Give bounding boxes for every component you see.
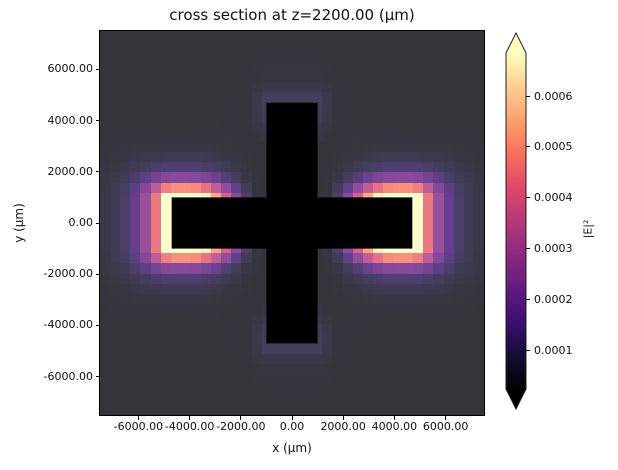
plot-title: cross section at z=2200.00 (μm)	[169, 6, 415, 24]
colorbar-tick-label: 0.0001	[534, 343, 573, 357]
x-axis-label: x (μm)	[272, 441, 312, 455]
colorbar-tick-label: 0.0003	[534, 242, 573, 256]
x-tick-mark	[189, 416, 191, 420]
colorbar-tick-mark	[526, 146, 530, 148]
colorbar-tick-mark	[526, 197, 530, 199]
colorbar-tick-mark	[526, 248, 530, 250]
axes-frame	[99, 30, 485, 416]
x-tick-mark	[137, 416, 139, 420]
colorbar-tick-label: 0.0005	[534, 140, 573, 154]
y-tick-mark	[95, 273, 100, 275]
x-tick-label: 6000.00	[422, 420, 469, 433]
x-tick-label: -4000.00	[164, 420, 215, 433]
y-tick-mark	[95, 324, 100, 326]
x-tick-label: -6000.00	[113, 420, 164, 433]
colorbar	[505, 32, 527, 411]
x-tick-mark	[291, 416, 293, 420]
y-tick-mark	[95, 376, 100, 378]
colorbar-body	[505, 32, 527, 411]
x-tick-mark	[342, 416, 344, 420]
colorbar-tick-label: 0.0004	[534, 191, 573, 205]
x-tick-label: -2000.00	[216, 420, 266, 433]
y-tick-label: 4000.00	[47, 113, 94, 127]
colorbar-label: |E|²	[581, 219, 595, 239]
y-tick-label: -4000.00	[43, 318, 93, 332]
y-tick-mark	[95, 120, 100, 122]
colorbar-tick-mark	[526, 95, 530, 97]
x-tick-mark	[445, 416, 447, 420]
y-tick-label: 6000.00	[47, 62, 94, 76]
heatmap-canvas	[100, 31, 484, 415]
x-tick-mark	[393, 416, 395, 420]
y-tick-mark	[95, 222, 100, 224]
x-tick-label: 0.00	[279, 420, 305, 433]
y-tick-label: -2000.00	[43, 267, 93, 281]
colorbar-tick-label: 0.0002	[534, 292, 573, 306]
y-tick-mark	[95, 171, 100, 173]
y-tick-label: -6000.00	[43, 369, 93, 383]
y-tick-mark	[95, 68, 100, 70]
colorbar-tick-label: 0.0006	[534, 89, 573, 103]
x-tick-label: 4000.00	[371, 420, 418, 433]
y-tick-label: 2000.00	[47, 164, 94, 178]
colorbar-tick-mark	[526, 298, 530, 300]
x-tick-label: 2000.00	[320, 420, 366, 433]
y-tick-label: 0.00	[68, 216, 94, 229]
x-tick-mark	[240, 416, 242, 420]
colorbar-tick-mark	[526, 349, 530, 351]
